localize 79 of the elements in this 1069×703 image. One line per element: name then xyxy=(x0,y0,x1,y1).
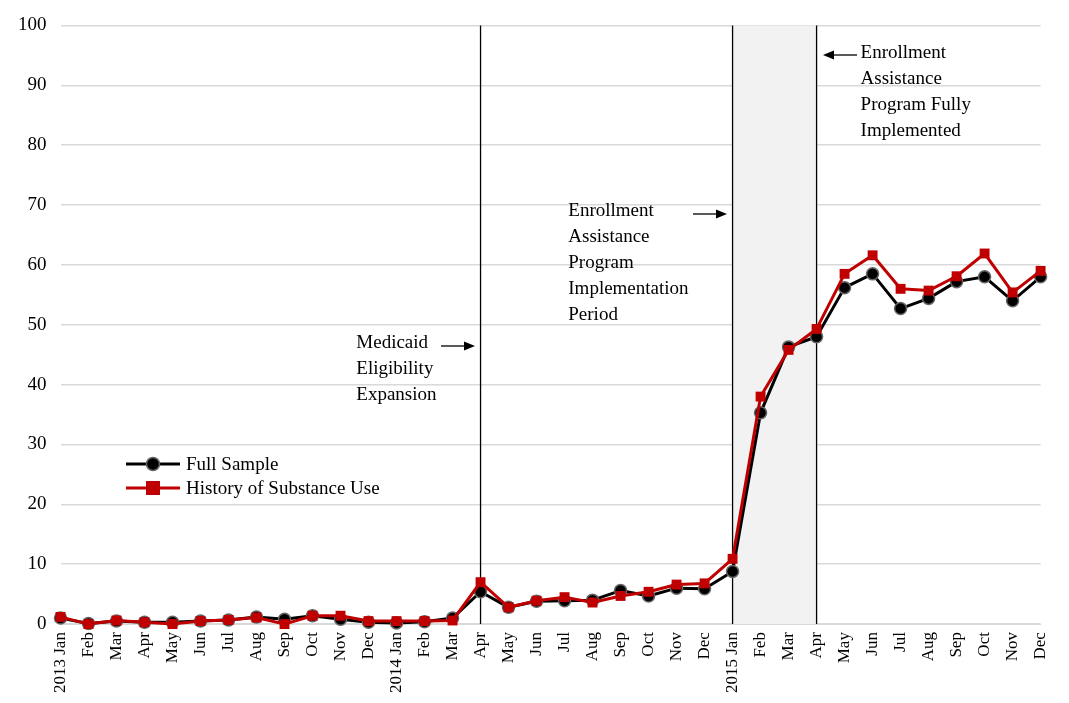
x-tick-label: Sep xyxy=(610,632,630,658)
x-tick-label: Oct xyxy=(638,631,658,657)
x-tick-label: Aug xyxy=(918,631,938,662)
point xyxy=(699,578,710,589)
x-tick-label: Feb xyxy=(750,632,770,658)
x-tick-label: Jun xyxy=(862,631,882,656)
point xyxy=(951,271,962,282)
x-tick-label: Apr xyxy=(133,631,153,659)
point xyxy=(755,391,766,402)
x-tick-label: May xyxy=(834,631,854,664)
x-tick-label: Nov xyxy=(330,631,349,662)
point xyxy=(643,586,654,597)
y-tick-label: 60 xyxy=(27,252,47,274)
point xyxy=(837,280,852,295)
point xyxy=(727,553,738,564)
x-tick-label: Jul xyxy=(890,631,910,652)
point xyxy=(839,268,850,279)
y-tick-label: 0 xyxy=(37,612,47,634)
x-tick-label: 2014 Jan xyxy=(386,631,405,694)
x-tick-label: Oct xyxy=(974,631,994,657)
ref-line-label: Enrollment Assistance Program Implementation Period xyxy=(568,199,690,325)
x-tick-label: 2013 Jan xyxy=(49,631,69,694)
ref-line-label: Medicaid Eligibility Expansion xyxy=(356,331,438,405)
y-tick-label: 50 xyxy=(27,312,47,334)
point xyxy=(923,285,934,296)
legend-label: History of Substance Use xyxy=(186,477,380,499)
point xyxy=(895,283,906,294)
x-tick-label: 2015 Jan xyxy=(722,631,742,694)
y-tick-label: 80 xyxy=(27,133,47,155)
x-tick-label: May xyxy=(498,631,518,664)
ref-line-label: Enrollment Assistance Program Fully Implemented xyxy=(860,40,972,140)
point xyxy=(867,250,878,261)
x-tick-label: Nov xyxy=(1002,631,1022,662)
point xyxy=(865,267,880,281)
y-tick-label: 100 xyxy=(18,13,47,35)
x-tick-label: Dec xyxy=(1030,631,1050,660)
point xyxy=(671,579,682,590)
point xyxy=(167,619,178,630)
x-tick-label: Jun xyxy=(526,631,546,656)
x-tick-label: May xyxy=(161,631,181,664)
x-tick-label: Jul xyxy=(554,631,574,652)
x-tick-label: Aug xyxy=(245,631,265,662)
y-tick-label: 40 xyxy=(27,372,47,394)
point xyxy=(725,564,740,579)
x-tick-label: Jun xyxy=(189,631,209,656)
x-tick-label: Sep xyxy=(946,632,966,658)
y-tick-label: 90 xyxy=(27,73,47,95)
point xyxy=(475,577,486,588)
x-tick-label: Oct xyxy=(301,631,321,657)
x-tick-label: Apr xyxy=(470,631,490,659)
point xyxy=(979,248,990,259)
y-tick-label: 20 xyxy=(27,492,47,514)
x-tick-label: Jul xyxy=(217,631,237,652)
y-tick-label: 10 xyxy=(27,552,47,574)
y-tick-label: 30 xyxy=(27,432,47,454)
x-tick-label: Dec xyxy=(358,631,377,660)
x-tick-label: Sep xyxy=(273,632,293,658)
x-tick-label: Mar xyxy=(105,631,125,661)
point xyxy=(783,344,794,355)
point xyxy=(1007,287,1018,298)
point xyxy=(615,591,626,601)
x-tick-label: Feb xyxy=(77,632,97,658)
x-tick-label: Nov xyxy=(666,631,686,662)
x-tick-label: Mar xyxy=(442,631,462,661)
point xyxy=(587,597,598,608)
x-tick-label: Mar xyxy=(778,631,798,661)
point xyxy=(893,301,908,316)
point xyxy=(1035,265,1046,276)
point xyxy=(811,323,822,334)
point xyxy=(335,610,346,621)
point xyxy=(977,270,992,284)
x-tick-label: Feb xyxy=(414,632,434,658)
legend-label: Full Sample xyxy=(186,453,279,475)
x-tick-label: Aug xyxy=(582,631,602,662)
x-tick-label: Apr xyxy=(806,631,826,659)
x-tick-label: Dec xyxy=(694,631,714,660)
point xyxy=(279,619,290,630)
y-tick-label: 70 xyxy=(27,192,47,214)
point xyxy=(559,592,570,603)
